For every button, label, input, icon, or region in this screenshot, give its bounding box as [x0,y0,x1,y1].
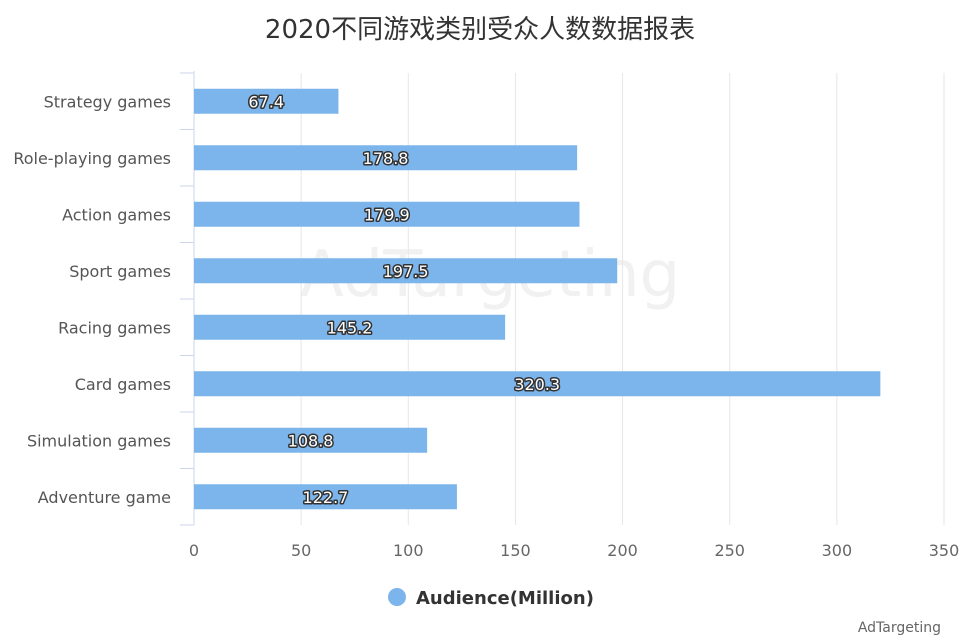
category-label: Simulation games [27,431,171,450]
x-tick-label: 0 [189,541,199,560]
x-tick-label: 350 [929,541,960,560]
category-label: Strategy games [44,92,171,111]
bar [194,145,578,171]
bars [194,88,881,510]
bar [194,258,618,284]
bar [194,371,881,397]
category-label: Racing games [58,318,171,337]
category-label: Role-playing games [13,149,171,168]
data-label: 67.4 [248,92,284,111]
data-label: 197.5 [383,262,429,281]
category-label: Card games [75,375,171,394]
data-label: 145.2 [327,318,373,337]
x-tick-label: 300 [822,541,853,560]
bar [194,201,580,227]
bar [194,427,428,453]
category-label: Sport games [69,262,171,281]
category-label: Adventure game [38,488,171,507]
credit-label: AdTargeting [858,620,941,636]
data-label: 179.9 [364,205,410,224]
x-tick-label: 100 [393,541,424,560]
chart-title: 2020不同游戏类别受众人数数据报表 [265,15,695,45]
x-tick-label: 150 [500,541,531,560]
data-label: 108.8 [288,431,334,450]
bar [194,88,339,114]
legend[interactable]: Audience(Million) [388,588,594,609]
bar [194,484,457,510]
data-label: 122.7 [303,488,349,507]
legend-marker[interactable] [388,588,406,606]
legend-label[interactable]: Audience(Million) [416,588,594,609]
data-label: 320.3 [514,375,560,394]
data-labels: 67.4 178.8 179.9 197.5 145.2 320.3 108.8 122.7 [247,91,562,509]
x-tick-label: 50 [291,541,311,560]
category-label: Action games [62,205,171,224]
data-label: 178.8 [363,149,409,168]
x-tick-label: 200 [607,541,638,560]
x-tick-label: 250 [714,541,745,560]
bar [194,314,506,340]
